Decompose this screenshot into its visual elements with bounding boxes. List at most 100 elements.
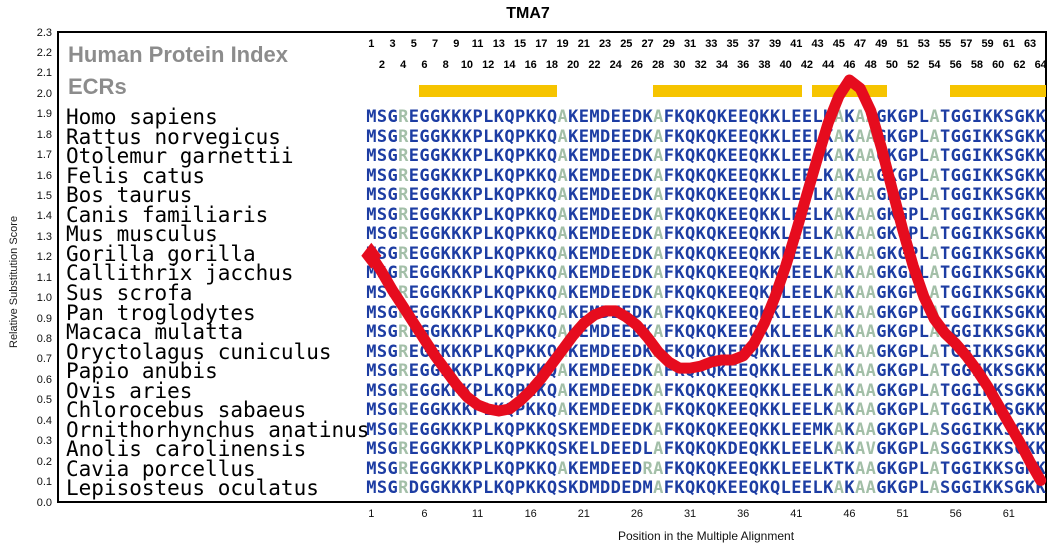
residue-letter: K <box>451 107 462 127</box>
residue-letter: S <box>376 126 388 147</box>
residue-letter: K <box>525 419 536 440</box>
residue-letter: D <box>599 419 611 440</box>
residue-letter: L <box>780 146 791 167</box>
residue-letter: D <box>578 478 589 499</box>
residue-letter: G <box>387 400 398 421</box>
residue-letter: K <box>886 419 898 440</box>
residue-letter: E <box>408 107 419 127</box>
residue-letter: I <box>971 282 983 303</box>
residue-letter: G <box>961 302 972 323</box>
residue-letter: E <box>791 224 802 245</box>
residue-letter: A <box>929 458 940 479</box>
residue-letter: L <box>918 263 929 284</box>
residue-letter: I <box>971 126 983 147</box>
residue-letter: K <box>982 302 993 323</box>
residue-letter: A <box>653 126 664 147</box>
residue-letter: S <box>1003 263 1014 284</box>
residue-letter: K <box>493 478 504 499</box>
residue-letter: K <box>642 204 653 225</box>
residue-letter: S <box>376 322 388 343</box>
residue-letter: G <box>961 400 972 421</box>
residue-letter: S <box>376 243 388 264</box>
residue-letter: K <box>461 185 473 206</box>
residue-letter: K <box>642 282 653 303</box>
residue-letter: E <box>578 204 589 225</box>
residue-letter: G <box>429 380 441 401</box>
x-tick-label: 11 <box>471 508 484 520</box>
residue-letter: Q <box>706 282 717 303</box>
species-name: Homo sapiens <box>66 105 218 129</box>
residue-letter: K <box>1024 478 1036 499</box>
residue-letter: L <box>642 439 653 460</box>
position-number: 31 <box>683 38 697 50</box>
residue-letter: E <box>727 361 738 382</box>
residue-letter: F <box>663 107 674 127</box>
residue-letter: E <box>727 204 738 225</box>
residue-letter: R <box>398 478 409 499</box>
residue-letter: K <box>982 107 993 127</box>
human-protein-index-label: Human Protein Index <box>68 42 289 67</box>
residue-letter: K <box>642 185 653 206</box>
residue-letter: G <box>429 204 441 225</box>
residue-letter: K <box>1024 263 1036 284</box>
residue-letter: Q <box>546 243 558 264</box>
residue-letter: A <box>557 361 568 382</box>
residue-letter: K <box>1024 380 1036 401</box>
residue-letter: S <box>1003 107 1014 127</box>
residue-letter: E <box>621 185 632 206</box>
residue-letter: G <box>876 185 887 206</box>
residue-letter: M <box>366 282 377 303</box>
residue-letter: E <box>791 282 802 303</box>
residue-letter: M <box>589 126 600 147</box>
residue-letter: K <box>823 165 834 186</box>
residue-letter: S <box>376 185 388 206</box>
residue-letter: Q <box>748 243 759 264</box>
residue-letter: G <box>1014 458 1025 479</box>
residue-letter: K <box>536 282 547 303</box>
residue-letter: K <box>1035 478 1046 499</box>
residue-letter: A <box>653 478 664 499</box>
residue-letter: Q <box>684 439 696 460</box>
residue-letter: Q <box>546 204 558 225</box>
y-tick-label: 2.1 <box>36 67 52 80</box>
residue-letter: K <box>759 107 770 127</box>
residue-letter: E <box>801 146 813 167</box>
residue-letter: G <box>876 419 887 440</box>
species-name: Chlorocebus sabaeus <box>66 398 307 423</box>
residue-letter: K <box>769 165 781 186</box>
residue-letter: K <box>993 263 1004 284</box>
residue-letter: D <box>599 146 611 167</box>
residue-letter: K <box>536 224 547 245</box>
residue-letter: P <box>472 165 483 186</box>
residue-letter: G <box>961 146 972 167</box>
residue-letter: K <box>568 282 579 303</box>
residue-letter: K <box>440 243 451 264</box>
residue-letter: G <box>897 107 908 127</box>
residue-letter: K <box>993 419 1004 440</box>
residue-letter: D <box>631 185 643 206</box>
residue-letter: K <box>568 126 579 147</box>
y-tick-label: 1.6 <box>36 169 52 182</box>
residue-letter: D <box>631 361 643 382</box>
residue-letter: L <box>918 224 929 245</box>
residue-letter: G <box>429 419 441 440</box>
residue-letter: K <box>536 322 547 343</box>
residue-letter: D <box>727 439 738 460</box>
residue-letter: A <box>865 322 876 343</box>
species-name: Cavia porcellus <box>66 456 256 481</box>
residue-letter: P <box>472 478 483 499</box>
residue-letter: P <box>472 400 483 421</box>
residue-letter: E <box>408 204 419 225</box>
residue-letter: Q <box>504 204 515 225</box>
residue-letter: A <box>653 185 664 206</box>
residue-letter: P <box>514 361 526 382</box>
residue-letter: K <box>461 107 473 127</box>
residue-letter: G <box>419 419 430 440</box>
residue-letter: K <box>886 263 898 284</box>
residue-letter: A <box>653 165 664 186</box>
residue-letter: L <box>812 302 823 323</box>
residue-letter: A <box>557 185 568 206</box>
residue-letter: E <box>791 165 802 186</box>
residue-letter: L <box>483 439 494 460</box>
residue-letter: Q <box>748 361 759 382</box>
